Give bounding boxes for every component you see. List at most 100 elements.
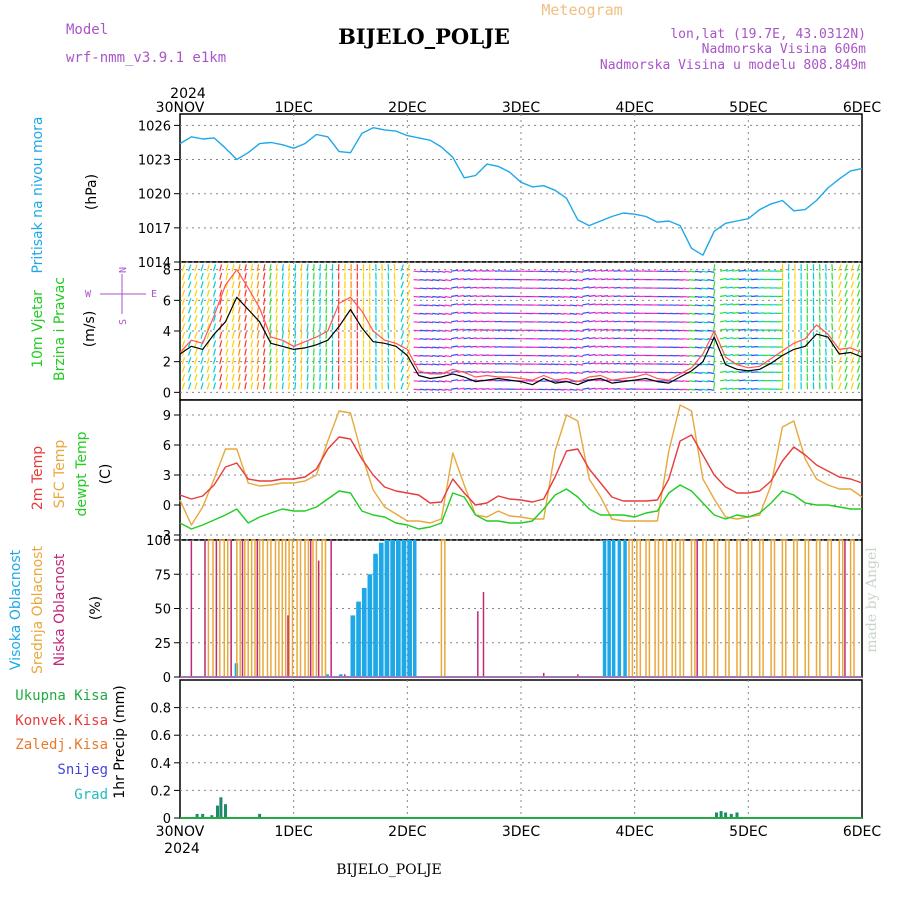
wind-barb	[393, 272, 396, 280]
wind-barb	[701, 287, 709, 290]
wind-barb	[269, 314, 272, 322]
wind-barb	[688, 304, 696, 307]
wind-barb	[613, 354, 621, 357]
wind-barb	[469, 269, 477, 272]
wind-barb	[682, 295, 690, 298]
wind-barb	[576, 312, 584, 316]
wind-barb	[732, 337, 740, 340]
y-tick-label: 6	[163, 439, 171, 454]
wind-barb	[463, 286, 471, 289]
x-tick-label-bottom: 3DEC	[502, 824, 541, 840]
wind-barb	[463, 354, 471, 357]
wind-barb	[751, 329, 759, 331]
wind-barb	[406, 331, 411, 339]
wind-barb	[588, 328, 596, 331]
wind-barb	[569, 270, 577, 273]
wind-barb	[187, 306, 192, 314]
wind-barb	[212, 306, 217, 314]
wind-barb	[294, 314, 297, 322]
high-cloud-bar	[378, 542, 384, 677]
wind-barb	[206, 357, 210, 365]
y-tick-label: 1014	[138, 256, 171, 271]
wind-barb	[419, 295, 427, 298]
wind-barb	[187, 348, 192, 356]
wind-barb	[312, 348, 315, 356]
wind-barb	[237, 365, 241, 373]
mid-cloud-bar	[219, 539, 226, 677]
wind-barb	[306, 373, 309, 381]
wind-barb	[619, 295, 627, 298]
wind-barb	[719, 370, 727, 373]
wind-barb	[744, 320, 752, 323]
wind-barb	[563, 363, 571, 366]
wind-barb	[744, 388, 752, 390]
wind-barb	[181, 382, 186, 390]
wind-barb	[469, 278, 477, 281]
wind-barb	[588, 320, 596, 323]
wind-barb	[676, 363, 684, 366]
wind-barb	[744, 362, 752, 365]
wind-barb	[269, 306, 272, 314]
wind-barb	[194, 365, 198, 373]
wind-barb	[225, 348, 229, 356]
wind-barb	[262, 289, 266, 297]
wind-barb	[450, 336, 459, 340]
mid-cloud-bar	[713, 539, 719, 677]
wind-barb	[212, 289, 217, 297]
wind-barb	[444, 287, 452, 290]
wind-barb	[726, 320, 734, 323]
wind-barb	[682, 329, 690, 332]
wind-barb	[569, 295, 577, 299]
wind-barb	[844, 323, 848, 331]
wind-barb	[850, 365, 854, 373]
wind-barb	[694, 279, 702, 282]
wind-barb	[856, 365, 861, 373]
wind-barb	[713, 289, 716, 297]
wind-barb	[850, 289, 854, 297]
wind-barb	[607, 312, 615, 314]
high-cloud-bar	[339, 674, 343, 677]
wind-barb	[838, 281, 842, 289]
wind-barb	[457, 278, 465, 281]
wind-panel-label-1: 10m Vjetar	[30, 290, 46, 368]
wind-barb	[438, 338, 446, 341]
wind-barb	[181, 298, 186, 306]
mid-cloud-bar	[645, 539, 651, 677]
legend-total-rain: Ukupna Kisa	[15, 688, 108, 704]
wind-barb	[607, 371, 615, 373]
wind-barb	[312, 323, 315, 331]
wind-barb	[306, 348, 309, 356]
wind-barb	[726, 278, 734, 281]
wind-barb	[406, 264, 411, 272]
wind-barb	[682, 312, 690, 315]
precip-bar	[729, 813, 733, 818]
wind-barb	[744, 329, 752, 331]
wind-barb	[250, 264, 254, 272]
wind-barb	[444, 321, 452, 324]
wind-barb	[406, 298, 411, 306]
high-cloud-bar	[350, 615, 356, 677]
wind-barb	[594, 294, 602, 298]
wind-barb	[732, 278, 740, 281]
wind-barb	[476, 303, 484, 306]
wind-barb	[406, 315, 411, 322]
wind-barb	[256, 314, 260, 322]
wind-barb	[682, 279, 690, 281]
wind-barb	[181, 272, 186, 280]
wind-barb	[250, 314, 254, 322]
wind-barb	[619, 329, 627, 331]
wind-barb	[469, 320, 477, 323]
wind-barb	[237, 264, 241, 272]
wind-barb	[281, 297, 284, 306]
wind-barb	[551, 295, 559, 298]
wind-barb	[419, 354, 427, 357]
wind-barb	[444, 304, 452, 307]
wind-barb	[244, 340, 247, 348]
wind-barb	[444, 338, 452, 341]
y-tick-label: 75	[154, 568, 171, 583]
wind-barb	[312, 314, 315, 322]
wind-barb	[544, 346, 552, 349]
wind-barb	[231, 323, 235, 331]
wind-barb	[438, 287, 446, 290]
wind-barb	[419, 270, 427, 273]
